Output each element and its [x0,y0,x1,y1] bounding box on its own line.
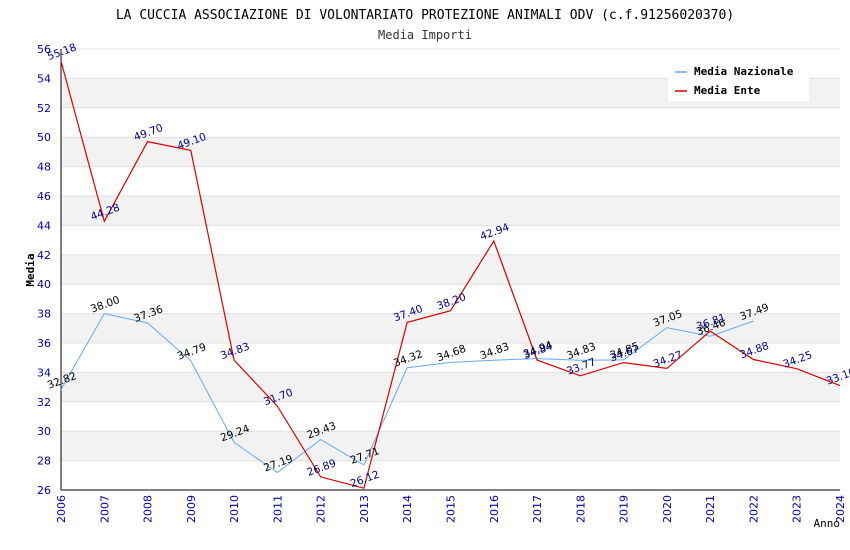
y-tick-label: 28 [37,455,51,468]
y-tick-label: 56 [37,43,51,56]
x-tick-label: 2013 [358,495,371,523]
x-tick-label: 2017 [531,495,544,523]
x-tick-label: 2024 [834,495,847,523]
series-line-media-ente [60,60,841,489]
y-tick-label: 34 [37,366,51,379]
data-label-media-nazionale: 34.79 [176,341,208,363]
grid-band [61,196,840,226]
y-axis-ticks: 26 28 30 32 34 36 38 40 42 44 46 48 50 52 54 56 [37,43,51,497]
y-tick-label: 46 [37,190,51,203]
grid-band [61,372,840,402]
x-tick-label: 2007 [98,495,111,523]
y-tick-label: 32 [37,396,51,409]
legend-box [668,60,809,101]
legend-label-media-nazionale: Media Nazionale [694,65,794,78]
y-tick-label: 54 [37,72,51,85]
chart-title: LA CUCCIA ASSOCIAZIONE DI VOLONTARIATO P… [116,8,734,23]
series-lines [60,60,841,489]
x-tick-label: 2023 [791,495,804,523]
data-label-media-ente: 34.83 [219,341,251,363]
x-tick-label: 2022 [747,495,760,523]
grid-band [61,313,840,343]
y-tick-label: 44 [37,219,51,232]
x-tick-label: 2008 [142,495,155,523]
x-tick-label: 2019 [618,495,631,523]
x-tick-label: 2018 [574,495,587,523]
grid-band [61,431,840,461]
axes [60,49,840,491]
x-tick-label: 2012 [315,495,328,523]
x-tick-label: 2011 [271,495,284,523]
y-tick-label: 38 [37,308,51,321]
data-label-media-nazionale: 34.68 [435,343,467,365]
y-tick-label: 50 [37,131,51,144]
y-tick-label: 30 [37,425,51,438]
x-tick-label: 2016 [488,495,501,523]
plot-background [61,78,840,461]
y-tick-label: 48 [37,161,51,174]
chart-subtitle: Media Importi [378,28,472,42]
data-label-media-ente: 26.12 [349,469,381,491]
x-tick-label: 2010 [228,495,241,523]
x-axis-label: Anno [814,517,841,530]
data-label-media-nazionale: 34.83 [479,341,511,363]
grid-lines [61,48,840,491]
legend-label-media-ente: Media Ente [694,84,761,97]
grid-band [61,254,840,285]
data-label-media-nazionale: 38.00 [89,294,121,316]
y-tick-label: 36 [37,337,51,350]
data-label-media-ente: 34.25 [782,349,814,371]
x-tick-label: 2015 [445,495,458,523]
x-axis-ticks: 2006 2007 2008 2009 2010 2011 2012 2013 2014 2015… [55,495,847,523]
y-tick-label: 52 [37,102,51,115]
y-tick-label: 40 [37,278,51,291]
data-label-media-ente: 33.10 [825,366,850,388]
x-tick-label: 2020 [661,495,674,523]
y-tick-label: 42 [37,249,51,262]
x-tick-label: 2021 [704,495,717,523]
series-line-media-nazionale [60,313,754,474]
x-tick-label: 2009 [185,495,198,523]
x-tick-label: 2014 [401,495,414,523]
y-tick-label: 26 [37,484,51,497]
x-tick-label: 2006 [55,495,68,523]
legend: Media Nazionale Media Ente [668,60,809,101]
y-axis-label: Media [24,253,37,286]
